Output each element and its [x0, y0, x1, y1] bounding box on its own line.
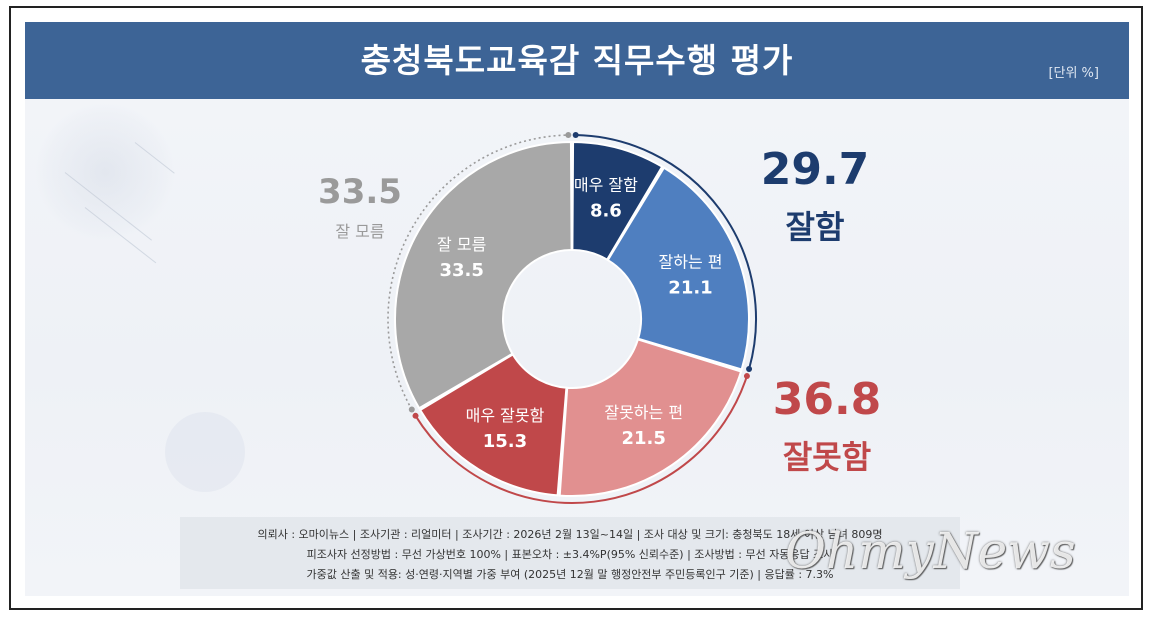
figure-frame: 충청북도교육감 직무수행 평가 [단위 %] 매우 잘함 8.6 잘하는 편 21.1…	[9, 6, 1143, 610]
unit-label: [단위 %]	[1048, 66, 1099, 81]
slice-label-bad: 잘못하는 편	[604, 403, 683, 422]
positive-group-arc-end-0	[572, 132, 579, 139]
slice-very-good	[571, 140, 664, 261]
unknown-group-arc-end-0	[408, 406, 415, 413]
slice-value-bad: 21.5	[622, 428, 666, 449]
decor-circle	[35, 102, 175, 242]
slice-label-unknown: 잘 모름	[437, 235, 486, 254]
chart-title: 충청북도교육감 직무수행 평가	[360, 41, 794, 80]
slice-value-very-bad: 15.3	[483, 431, 527, 452]
ohmynews-watermark: OhmyNews	[785, 522, 1076, 580]
decor-circle-small	[165, 412, 245, 492]
slice-value-good: 21.1	[668, 277, 712, 298]
slice-value-very-good: 8.6	[590, 201, 622, 222]
slice-value-unknown: 33.5	[439, 260, 483, 281]
unknown-group-arc-end-1	[565, 132, 572, 139]
negative-total-label: 잘못함	[782, 438, 872, 476]
footnote-line-2: 피조사자 선정방법 : 무선 가상번호 100% | 표본오차 : ±3.4%P…	[306, 548, 834, 561]
positive-total-label: 잘함	[785, 208, 845, 246]
positive-group-arc	[575, 134, 757, 370]
slice-very-bad	[418, 353, 568, 497]
slice-label-very-bad: 매우 잘못함	[466, 406, 545, 425]
footnote-line-1: 의뢰사 : 오마이뉴스 | 조사기관 : 리얼미터 | 조사기간 : 2026년…	[257, 528, 883, 541]
donut-chart: 매우 잘함 8.6 잘하는 편 21.1 잘못하는 편 21.5 매우 잘못함 15.3 잘 모…	[387, 132, 757, 504]
negative-group-arc-end-0	[743, 373, 750, 380]
positive-total-value: 29.7	[760, 144, 870, 195]
slice-unknown	[394, 140, 573, 410]
positive-group-arc-end-1	[746, 366, 753, 373]
unknown-total-label: 잘 모름	[335, 222, 385, 241]
chart-panel: 충청북도교육감 직무수행 평가 [단위 %] 매우 잘함 8.6 잘하는 편 21.1…	[25, 22, 1129, 596]
unknown-total-value: 33.5	[318, 172, 402, 212]
header-bar: 충청북도교육감 직무수행 평가 [단위 %]	[25, 22, 1129, 99]
negative-total-value: 36.8	[772, 374, 882, 425]
unknown-group-arc	[387, 134, 569, 410]
negative-group-arc-end-1	[412, 412, 419, 419]
survey-footnote: 의뢰사 : 오마이뉴스 | 조사기관 : 리얼미터 | 조사기간 : 2026년…	[180, 517, 960, 589]
slice-bad	[558, 338, 743, 497]
footnote-line-3: 가중값 산출 및 적용: 성·연령·지역별 가중 부여 (2025년 12월 말…	[306, 568, 834, 581]
negative-group-arc	[414, 375, 748, 504]
slice-good	[606, 166, 750, 371]
slice-label-good: 잘하는 편	[659, 252, 723, 271]
slice-label-very-good: 매우 잘함	[574, 176, 638, 195]
